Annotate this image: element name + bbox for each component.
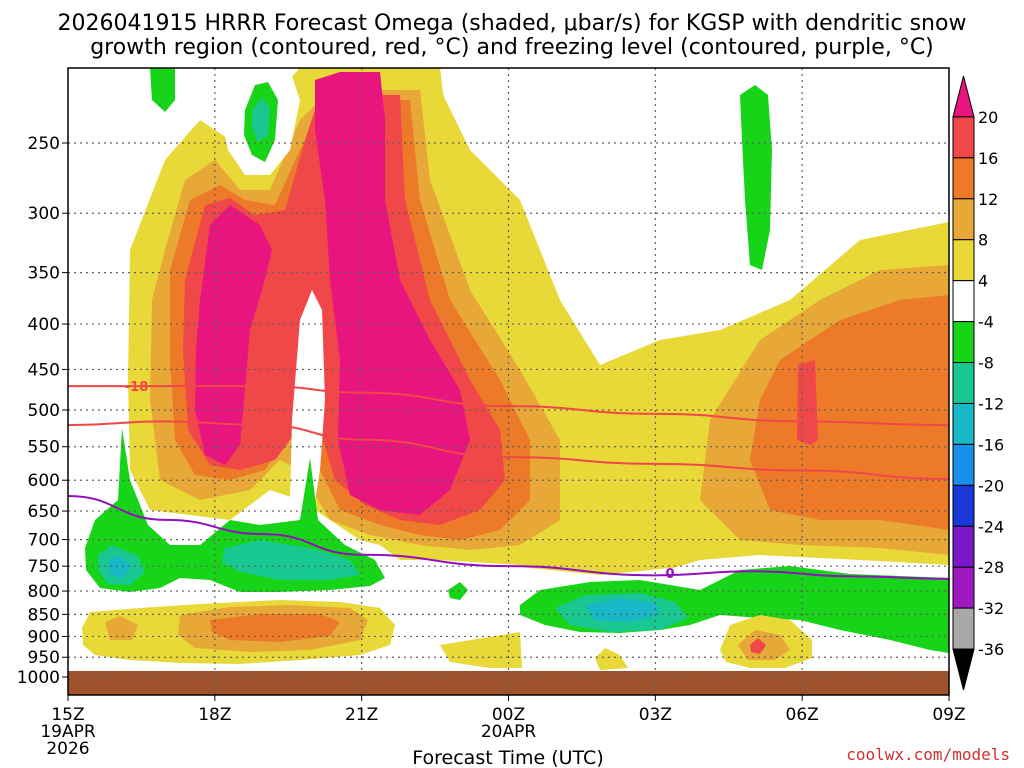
omega-shading	[68, 68, 949, 695]
colorbar-label: 8	[978, 231, 988, 250]
x-tick-year-label: 2026	[46, 739, 89, 759]
colorbar-swatch	[952, 484, 975, 527]
omega-region-8-bottomleft2	[105, 616, 138, 640]
colorbar-label: -8	[978, 354, 994, 373]
colorbar-label: 12	[978, 190, 998, 209]
omega-region-neg8-lowmid	[222, 540, 360, 580]
y-tick-label: 450	[28, 360, 60, 380]
x-tick-label: 15Z	[51, 705, 84, 725]
y-tick-label: 300	[28, 204, 60, 224]
colorbar-swatch	[952, 443, 975, 486]
colorbar-bottom-triangle	[952, 648, 975, 691]
colorbar-label: -36	[978, 640, 1004, 659]
colorbar-swatch	[952, 566, 975, 609]
contour-dendritic-bottom	[67, 420, 950, 480]
colorbar-swatch	[952, 607, 975, 650]
colorbar-swatch	[952, 321, 975, 364]
y-tick-label: 650	[28, 502, 60, 522]
colorbar-swatch	[952, 525, 975, 568]
x-tick-label: 18Z	[198, 705, 231, 725]
x-tick-label: 21Z	[345, 705, 378, 725]
x-tick-label: 06Z	[786, 705, 819, 725]
colorbar-swatch	[952, 402, 975, 445]
chart-title-line1: 2026041915 HRRR Forecast Omega (shaded, …	[58, 11, 967, 36]
colorbar-label: -28	[978, 558, 1004, 577]
omega-region-4-bottomsmall	[595, 648, 628, 670]
credit-text: coolwx.com/models	[846, 745, 1010, 764]
colorbar-label: -32	[978, 599, 1004, 618]
colorbar-swatch	[952, 280, 975, 323]
y-tick-label: 600	[28, 471, 60, 491]
colorbar-swatch	[952, 198, 975, 241]
omega-gap-middle	[290, 290, 325, 540]
omega-region-20-center	[315, 72, 470, 515]
omega-region-neg12-lowleft	[108, 556, 132, 578]
omega-region-16-right	[797, 360, 818, 445]
colorbar-label: -12	[978, 394, 1004, 413]
omega-region-neg8-upper	[252, 98, 270, 142]
omega-region-neg4-topright	[740, 85, 772, 270]
y-tick-label: 900	[28, 627, 60, 647]
y-tick-label: 500	[28, 401, 60, 421]
y-axis-tick-labels: 2503003504004505005506006507007508008509…	[17, 134, 68, 688]
chart-title-line2: growth region (contoured, red, °C) and f…	[90, 35, 934, 60]
contour-label-freezing-level: 0	[665, 567, 674, 582]
x-tick-label: 00Z	[492, 705, 525, 725]
contour-label-dendritic-top: -18	[125, 380, 149, 395]
colorbar-top-triangle	[952, 75, 975, 118]
y-tick-label: 850	[28, 605, 60, 625]
omega-region-neg4-topleft	[150, 68, 175, 112]
omega-region-16-bottomright	[750, 638, 766, 654]
y-tick-label: 350	[28, 264, 60, 284]
colorbar-label: -16	[978, 435, 1004, 454]
y-tick-label: 800	[28, 582, 60, 602]
x-axis-title: Forecast Time (UTC)	[412, 747, 603, 768]
y-tick-label: 1000	[17, 668, 60, 688]
colorbar-label: -20	[978, 476, 1004, 495]
colorbar-label: 20	[978, 108, 998, 127]
y-tick-label: 250	[28, 134, 60, 154]
colorbar-swatch	[952, 239, 975, 282]
contour-dendritic-top	[68, 385, 950, 427]
y-tick-label: 750	[28, 557, 60, 577]
colorbar-label: -4	[978, 313, 994, 332]
omega-region-neg12-lowright	[585, 598, 660, 622]
y-tick-label: 550	[28, 438, 60, 458]
x-tick-date-label: 19APR	[40, 722, 96, 742]
colorbar-swatch	[952, 362, 975, 404]
contour-freezing-level	[67, 494, 950, 580]
x-tick-label: 09Z	[932, 705, 965, 725]
grid-lines	[68, 68, 949, 695]
x-tick-label: 03Z	[639, 705, 672, 725]
colorbar-label: 4	[978, 272, 988, 291]
x-tick-date-label: 20APR	[481, 722, 537, 742]
colorbar-label: -24	[978, 517, 1004, 536]
omega-region-12-bottomleft	[210, 614, 340, 642]
y-tick-label: 950	[28, 648, 60, 668]
colorbar-swatch	[952, 157, 975, 200]
y-tick-label: 700	[28, 531, 60, 551]
colorbar-swatch	[952, 116, 975, 159]
contour-lines: -18 0	[67, 380, 950, 582]
omega-region-4-bottomfar	[440, 632, 522, 668]
colorbar: 20 16 12 8 4 -4 -8 -12 -16 -20 -24 -28 -32 -36	[952, 75, 1004, 691]
colorbar-label: 16	[978, 149, 998, 168]
y-tick-label: 400	[28, 315, 60, 335]
